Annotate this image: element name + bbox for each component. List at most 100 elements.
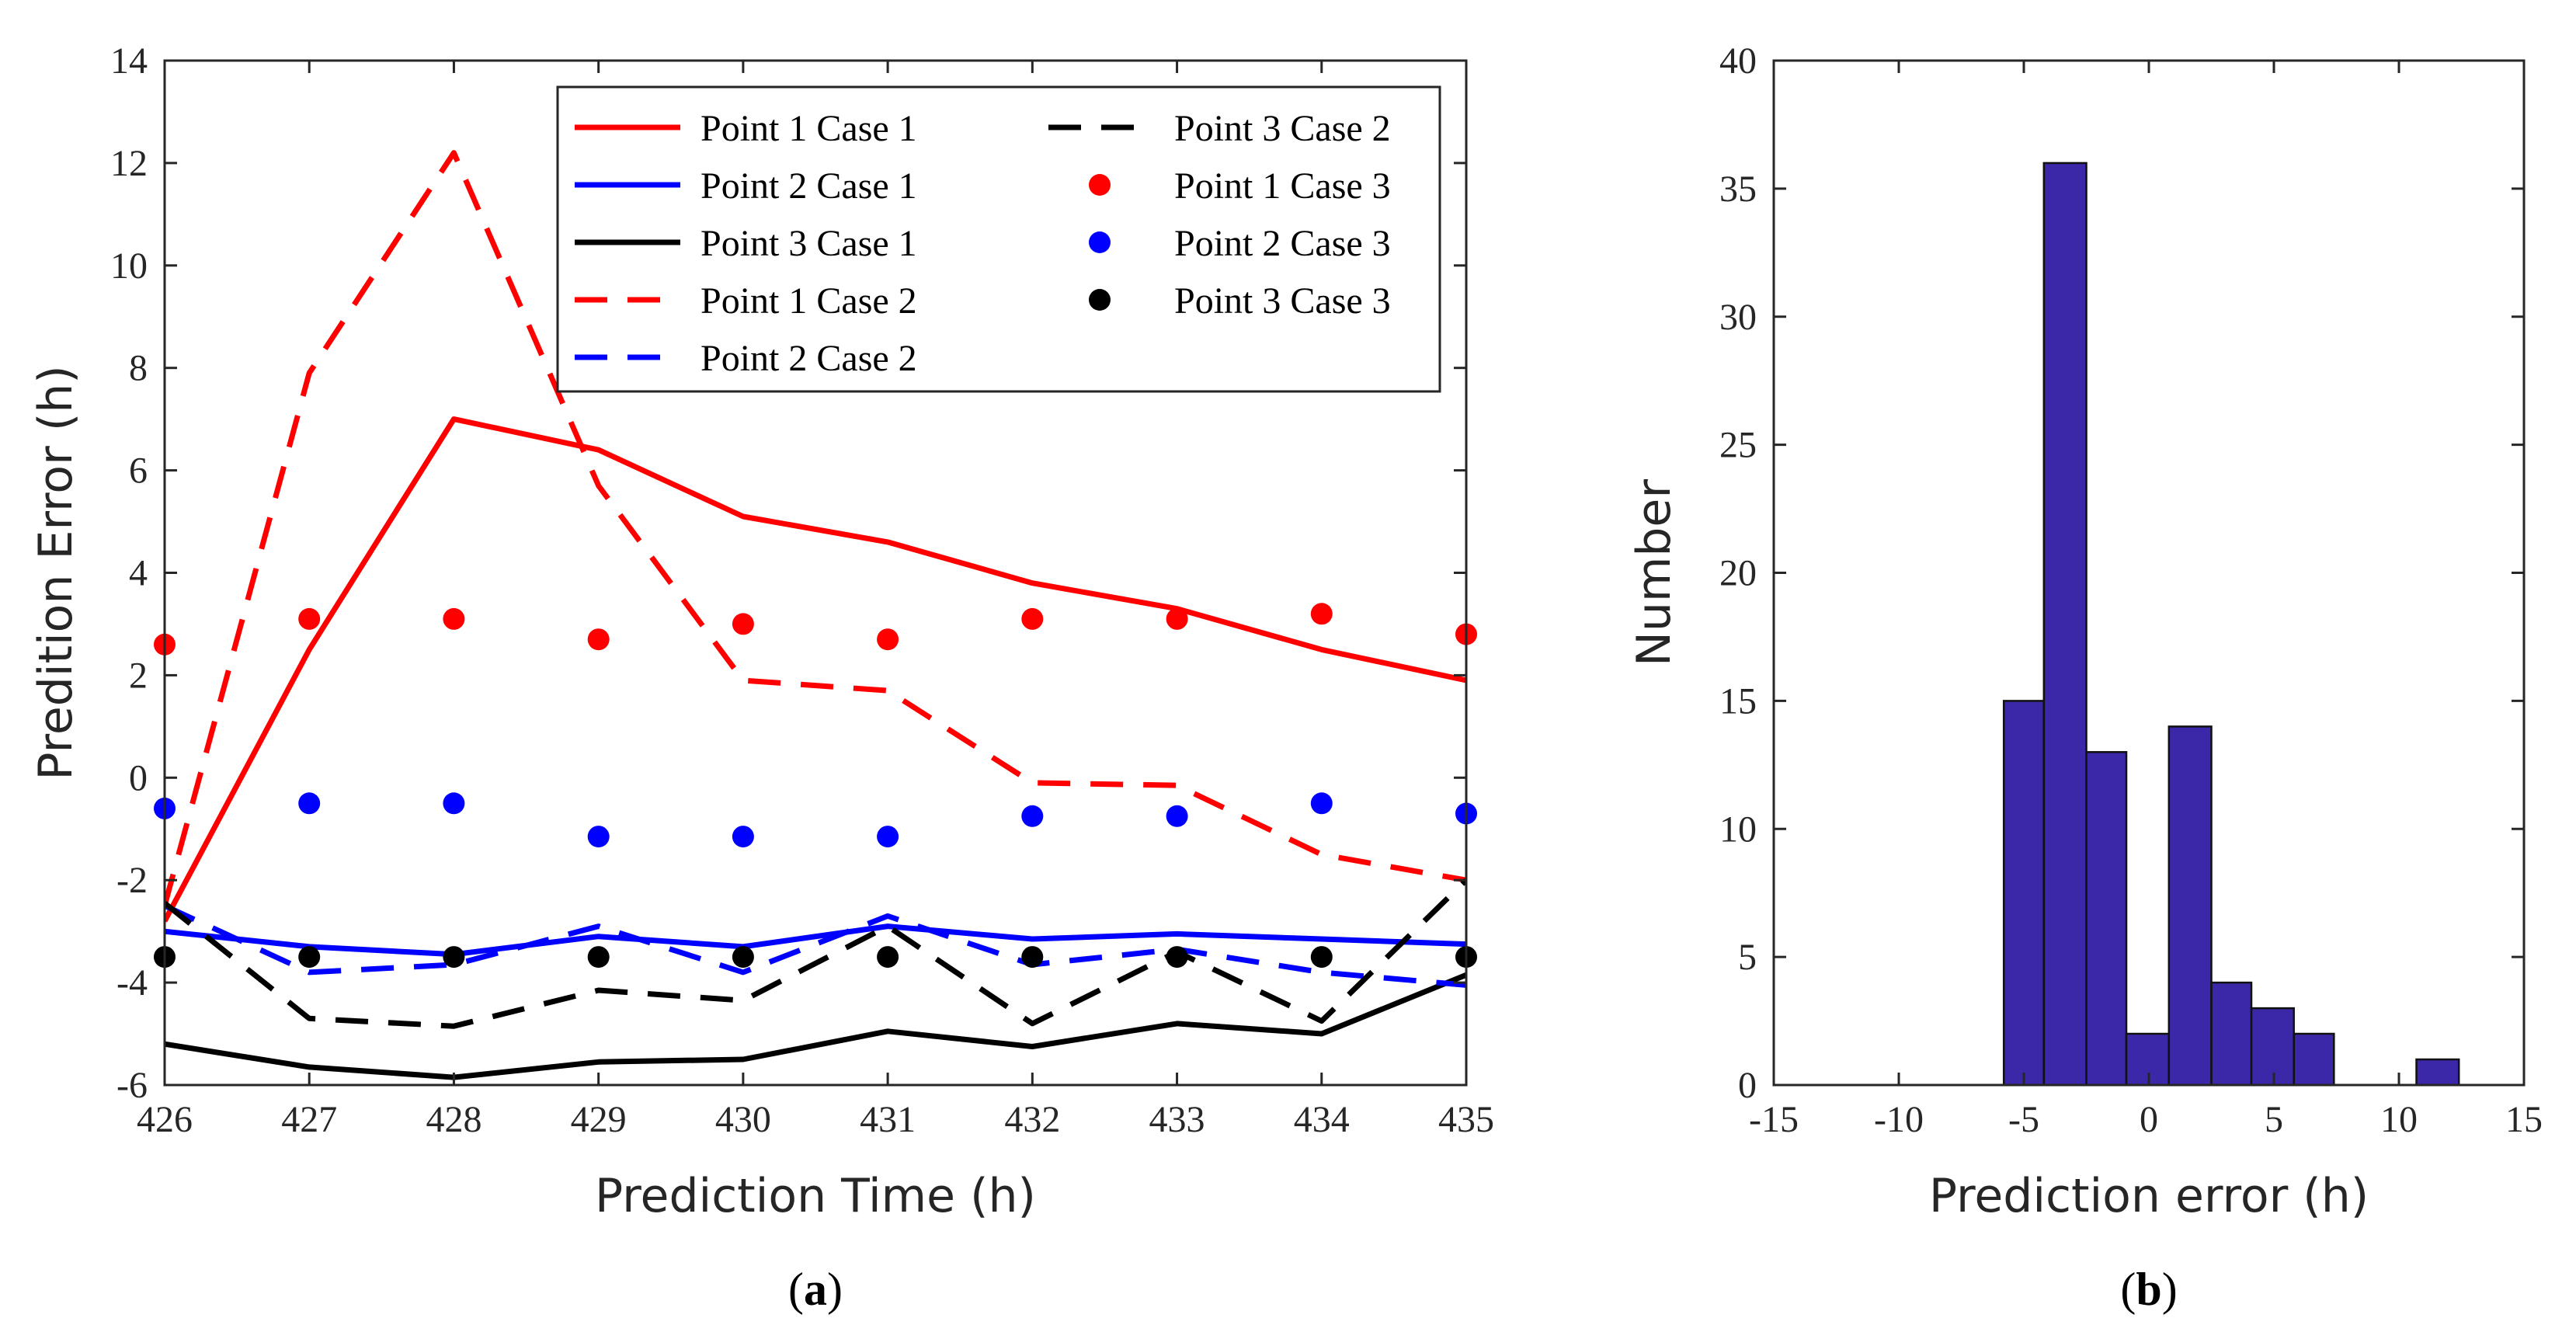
histogram-bar [2042,162,2088,1087]
x-tick-label-a: 435 [1438,1099,1494,1140]
histogram-bar [2415,1058,2460,1087]
panel-label-paren-open-b: ( [2120,1264,2136,1315]
y-tick-label-b: 25 [1719,425,1757,466]
panel-label-a: (a) [788,1264,843,1315]
data-point-point-1-case-3 [1021,607,1044,630]
x-tick-label-b: 10 [2380,1099,2418,1140]
data-point-point-3-case-3 [877,946,899,969]
y-tick-label-b: 30 [1719,297,1757,338]
panel-label-letter-b: b [2136,1264,2161,1315]
series-lines-a [165,150,1466,1080]
x-tick-label-a: 432 [1004,1099,1060,1140]
y-axis-label-b: Number [1627,479,1681,666]
legend-item-point-1-case-3: Point 1 Case 3 [1089,165,1391,207]
data-point-point-3-case-3 [1310,946,1333,969]
y-tick-label-a: 10 [110,245,148,287]
panel-label-paren-open-a: ( [788,1264,804,1315]
histogram-bar [2085,751,2128,1087]
legend-item-point-2-case-2: Point 2 Case 2 [575,338,917,379]
y-tick-label-a: 14 [110,40,148,82]
data-point-point-3-case-3 [732,946,754,969]
legend-label-point-1-case-3: Point 1 Case 3 [1174,165,1391,207]
y-tick-label-a: 6 [129,450,148,492]
series-line-point-1-case-1 [165,416,1466,923]
x-tick-label-b: 0 [2140,1099,2158,1140]
x-tick-label-a: 427 [281,1099,337,1140]
series-line-point-3-case-2 [165,878,1466,1029]
legend-label-point-3-case-1: Point 3 Case 1 [700,223,917,264]
x-tick-label-a: 431 [860,1099,916,1140]
data-point-point-1-case-3 [443,607,465,630]
legend-swatch-point-2-case-3 [1089,231,1111,253]
y-tick-label-a: 2 [129,655,148,696]
legend-label-point-3-case-3: Point 3 Case 3 [1174,280,1391,322]
y-tick-label-b: 5 [1738,937,1757,978]
y-axis-label-a: Predition Error (h) [29,365,83,780]
legend-item-point-2-case-3: Point 2 Case 3 [1089,223,1391,264]
histogram-bars-b [2002,162,2460,1087]
y-tick-label-b: 40 [1719,40,1757,82]
y-tick-label-a: 4 [129,553,148,594]
series-line-point-1-case-2 [165,150,1466,907]
y-tick-label-a: -4 [116,962,148,1003]
y-tick-label-a: 12 [110,143,148,184]
x-tick-label-a: 429 [571,1099,627,1140]
x-tick-label-a: 428 [426,1099,481,1140]
data-point-point-3-case-3 [1021,946,1044,969]
data-point-point-2-case-3 [443,792,465,815]
histogram-bar [2002,700,2045,1087]
data-point-point-2-case-3 [1166,805,1188,827]
legend-item-point-1-case-2: Point 1 Case 2 [575,280,917,322]
panel-label-b: (b) [2120,1264,2177,1315]
data-point-point-2-case-3 [1021,805,1044,827]
legend-item-point-2-case-1: Point 2 Case 1 [575,165,917,207]
y-tick-label-b: 15 [1719,680,1757,722]
histogram-bar [2250,1007,2295,1087]
data-point-point-2-case-3 [877,826,899,848]
legend-label-point-3-case-2: Point 3 Case 2 [1174,108,1391,149]
x-tick-label-a: 434 [1294,1099,1350,1140]
data-point-point-3-case-3 [298,946,321,969]
data-point-point-2-case-3 [587,826,610,848]
histogram-bar [2210,981,2253,1087]
series-line-point-2-case-2 [165,903,1466,988]
series-line-point-2-case-1 [165,923,1466,958]
legend-item-point-1-case-1: Point 1 Case 1 [575,108,917,149]
data-point-point-1-case-3 [1166,607,1188,630]
series-line-point-3-case-1 [165,972,1466,1080]
panel-label-paren-close-a: ) [827,1264,843,1315]
legend-item-point-3-case-3: Point 3 Case 3 [1089,280,1391,322]
x-tick-label-b: 15 [2505,1099,2543,1140]
x-tick-label-b: -10 [1874,1099,1924,1140]
legend-label-point-1-case-2: Point 1 Case 2 [700,280,917,322]
y-tick-label-a: -2 [116,860,148,901]
y-tick-label-a: 0 [129,757,148,798]
x-tick-label-b: -15 [1749,1099,1799,1140]
data-point-point-2-case-3 [1310,792,1333,815]
y-tick-label-b: 20 [1719,553,1757,594]
plot-area-b [1774,61,2524,1085]
y-tick-label-a: -6 [116,1065,148,1106]
data-point-point-1-case-3 [587,628,610,651]
data-point-point-3-case-3 [587,946,610,969]
legend-item-point-3-case-2: Point 3 Case 2 [1048,108,1391,149]
legend-box-a [556,85,1441,393]
x-axis-label-b: Prediction error (h) [1929,1169,2369,1223]
legend-label-point-2-case-1: Point 2 Case 1 [700,165,917,207]
panel-a: 426 427 428 429 430 431 432 433 434 435 -6 -4 -2 0 2 4 6… [29,40,1494,1315]
data-point-point-2-case-3 [732,826,754,848]
legend-label-point-1-case-1: Point 1 Case 1 [700,108,917,149]
x-tick-label-a: 426 [137,1099,193,1140]
legend-item-point-3-case-1: Point 3 Case 1 [575,223,917,264]
data-point-point-1-case-3 [732,613,754,635]
y-tick-label-b: 10 [1719,809,1757,850]
panel-label-letter-a: a [804,1264,827,1315]
y-tick-label-b: 35 [1719,169,1757,210]
x-tick-label-b: -5 [2008,1099,2039,1140]
histogram-bar [2168,725,2213,1087]
x-axis-label-a: Prediction Time (h) [595,1169,1036,1223]
x-tick-label-a: 433 [1149,1099,1205,1140]
y-tick-label-b: 0 [1738,1065,1757,1106]
legend-swatch-point-3-case-3 [1089,289,1111,311]
